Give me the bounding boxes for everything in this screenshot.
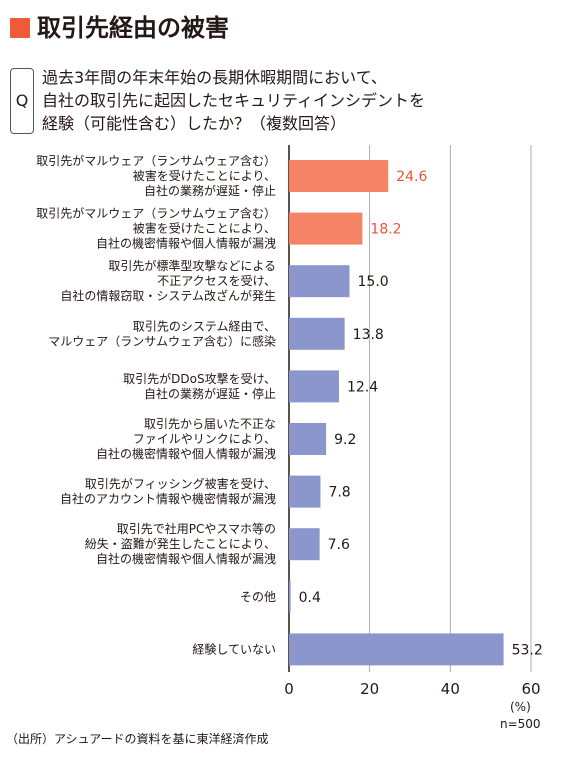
x-tick-label: 0	[284, 680, 294, 698]
category-label: 被害を受けたことにより、	[133, 168, 276, 183]
bar	[289, 370, 340, 403]
question-text: 過去3年間の年末年始の長期休暇期間において、 自社の取引先に起因したセキュリティ…	[42, 66, 425, 135]
question-badge: Q	[10, 68, 34, 134]
category-label: 取引先がマルウェア（ランサムウェア含む）	[36, 206, 276, 221]
category-label: 取引先がフィッシング被害を受け、	[85, 476, 276, 491]
category-label: 自社の機密情報や個人情報が漏洩	[96, 551, 276, 566]
bar	[289, 212, 363, 245]
source-note: （出所）アシュアードの資料を基に東洋経済作成	[6, 732, 269, 746]
question-line: 過去3年間の年末年始の長期休暇期間において、	[42, 68, 387, 87]
question-line: 経験（可能性含む）したか？（複数回答）	[42, 114, 347, 133]
category-label: 被害を受けたことにより、	[133, 221, 276, 236]
bar	[289, 475, 321, 508]
category-label: 取引先から届いた不正な	[144, 417, 276, 431]
category-label: 自社の機密情報や個人情報が漏洩	[96, 236, 276, 251]
x-tick-label: 60	[521, 680, 540, 698]
data-label: 53.2	[512, 642, 543, 658]
category-label: ファイルやリンクにより、	[133, 432, 276, 446]
title-marker	[10, 18, 30, 38]
category-label: 取引先で社用PCやスマホ等の	[117, 521, 276, 536]
category-label: 紛失・盗難が発生したことにより、	[85, 536, 276, 551]
bar	[289, 528, 320, 561]
chart-title: 取引先経由の被害	[37, 14, 229, 42]
bar	[289, 265, 350, 298]
category-label: 自社の業務が遅延・停止	[144, 183, 276, 198]
category-label: 自社の業務が遅延・停止	[144, 386, 276, 401]
unit-label: (%)	[510, 700, 531, 714]
x-tick-label: 20	[360, 680, 379, 698]
data-label: 9.2	[334, 432, 356, 448]
bar	[289, 423, 327, 455]
category-label: 取引先がマルウェア（ランサムウェア含む）	[36, 153, 276, 168]
category-label: 取引先がDDoS攻撃を受け、	[123, 371, 276, 386]
category-label: その他	[240, 590, 276, 604]
bar	[289, 160, 389, 192]
bar	[289, 317, 345, 350]
bar	[289, 633, 504, 666]
category-label: 自社の機密情報や個人情報が漏洩	[96, 446, 276, 461]
data-label: 12.4	[347, 379, 378, 395]
sample-size: n=500	[500, 717, 541, 731]
category-label: マルウェア（ランサムウェア含む）に感染	[48, 333, 276, 348]
x-tick-label: 40	[441, 680, 460, 698]
data-label: 7.6	[328, 537, 350, 553]
data-label: 13.8	[353, 327, 384, 343]
data-label: 24.6	[396, 169, 427, 185]
category-label: 取引先のシステム経由で、	[133, 319, 276, 333]
category-label: 自社の情報窃取・システム改ざんが発生	[60, 288, 276, 303]
category-label: 取引先が標準型攻撃などによる	[108, 258, 276, 273]
category-label: 経験していない	[192, 641, 276, 656]
category-label: 自社のアカウント情報や機密情報が漏洩	[60, 491, 276, 506]
category-label: 不正アクセスを受け、	[157, 274, 276, 288]
data-label: 18.2	[370, 222, 401, 238]
data-label: 7.8	[328, 485, 350, 501]
data-label: 15.0	[358, 274, 389, 290]
question-line: 自社の取引先に起因したセキュリティインシデントを	[42, 91, 426, 110]
bar	[289, 580, 291, 613]
data-label: 0.4	[299, 590, 321, 606]
